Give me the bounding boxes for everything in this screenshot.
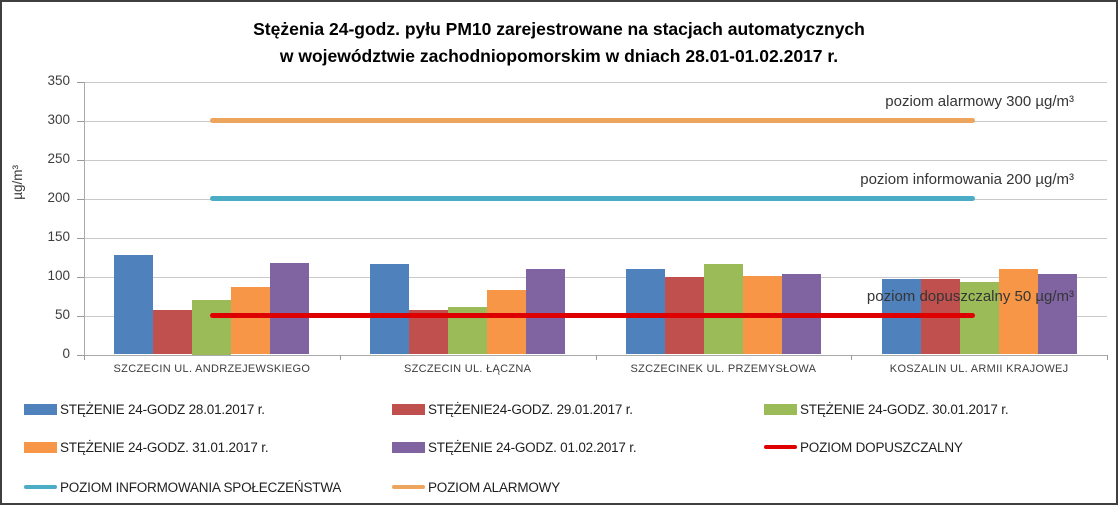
- y-axis-tick: [77, 315, 84, 317]
- y-axis-title: µg/m³: [10, 165, 25, 200]
- gridline: [84, 159, 1107, 161]
- y-axis-tick: [77, 82, 84, 83]
- gridline: [84, 276, 1107, 278]
- ref-line-annotation: poziom alarmowy 300 µg/m³: [885, 92, 1074, 110]
- bar: [231, 286, 271, 355]
- y-tick-label: 50: [54, 306, 70, 322]
- bar: [1037, 274, 1077, 355]
- legend-swatch-bar: [392, 403, 425, 415]
- y-tick-label: 300: [47, 111, 70, 127]
- y-axis-tick: [77, 237, 84, 239]
- x-category-label: KOSZALIN UL. ARMII KRAJOWEJ: [889, 362, 1069, 375]
- x-category-label: SZCZECIN UL. ANDRZEJEWSKIEGO: [113, 362, 311, 375]
- bar: [625, 268, 665, 355]
- bar: [270, 262, 310, 355]
- chart-title-line2: w województwie zachodniopomorskim w dnia…: [279, 46, 839, 66]
- ref-line-annotation: poziom dopuszczalny 50 µg/m³: [866, 287, 1074, 305]
- legend-swatch-line: [24, 485, 57, 489]
- gridline: [84, 237, 1107, 239]
- legend-swatch-bar: [764, 403, 797, 415]
- legend-label: STĘŻENIE 24-GODZ. 01.02.2017 r.: [428, 439, 637, 455]
- chart-title-line1: Stężenia 24-godz. pyłu PM10 zarejestrowa…: [253, 19, 865, 39]
- y-axis-tick: [77, 276, 84, 278]
- bar: [370, 264, 410, 355]
- y-axis-tick: [77, 354, 84, 356]
- x-axis-tick: [851, 354, 853, 360]
- bar: [153, 310, 193, 355]
- x-axis-tick: [84, 354, 85, 360]
- bar: [487, 289, 527, 355]
- legend-label: POZIOM DOPUSZCZALNY: [800, 439, 963, 455]
- bar: [998, 268, 1038, 355]
- y-tick-label: 350: [47, 73, 70, 88]
- y-axis-tick: [77, 120, 84, 122]
- legend-label: POZIOM ALARMOWY: [428, 479, 561, 495]
- ref-line: [210, 313, 975, 319]
- legend-item: POZIOM DOPUSZCZALNY: [764, 437, 963, 457]
- legend-swatch-line: [392, 485, 425, 489]
- y-axis-tick: [77, 198, 84, 200]
- bar: [114, 254, 154, 355]
- y-tick-label: 150: [47, 228, 70, 244]
- chart-title: Stężenia 24-godz. pyłu PM10 zarejestrowa…: [2, 16, 1116, 70]
- legend-swatch-bar: [392, 441, 425, 453]
- x-axis-tick: [339, 354, 341, 360]
- legend-label: STĘŻENIE 24-GODZ 28.01.2017 r.: [60, 401, 265, 417]
- legend-item: STĘŻENIE 24-GODZ 28.01.2017 r.: [24, 399, 265, 419]
- legend-item: STĘŻENIE 24-GODZ. 30.01.2017 r.: [764, 399, 1009, 419]
- bar: [192, 300, 232, 355]
- legend-item: STĘŻENIE 24-GODZ. 31.01.2017 r.: [24, 437, 269, 457]
- legend-label: STĘŻENIE 24-GODZ. 31.01.2017 r.: [60, 439, 269, 455]
- legend-swatch-line: [764, 445, 797, 449]
- ref-line: [210, 118, 975, 124]
- legend-swatch-bar: [24, 441, 57, 453]
- legend-item: POZIOM INFORMOWANIA SPOŁECZEŃSTWA: [24, 477, 341, 497]
- x-category-label: SZCZECIN UL. ŁĄCZNA: [403, 362, 532, 375]
- x-category-label: SZCZECINEK UL. PRZEMYSŁOWA: [630, 362, 817, 375]
- y-tick-label: 0: [62, 345, 70, 361]
- legend-item: POZIOM ALARMOWY: [392, 477, 560, 497]
- legend-item: STĘŻENIE24-GODZ. 29.01.2017 r.: [392, 399, 633, 419]
- legend-label: STĘŻENIE24-GODZ. 29.01.2017 r.: [428, 401, 633, 417]
- legend-label: POZIOM INFORMOWANIA SPOŁECZEŃSTWA: [60, 479, 342, 495]
- bar: [703, 264, 743, 355]
- legend-item: STĘŻENIE 24-GODZ. 01.02.2017 r.: [392, 437, 637, 457]
- bar: [526, 268, 566, 355]
- ref-line-annotation: poziom informowania 200 µg/m³: [860, 170, 1074, 188]
- ref-line: [210, 196, 975, 202]
- y-axis-line: [84, 82, 85, 355]
- legend-label: STĘŻENIE 24-GODZ. 30.01.2017 r.: [800, 401, 1009, 417]
- bar: [959, 282, 999, 355]
- x-axis-tick: [595, 354, 597, 360]
- y-axis-tick: [77, 159, 84, 161]
- x-axis-tick: [1107, 354, 1108, 360]
- y-tick-label: 200: [47, 189, 70, 205]
- y-tick-label: 250: [47, 150, 70, 166]
- legend-swatch-bar: [24, 403, 57, 415]
- y-tick-label: 100: [47, 267, 70, 283]
- gridline: [84, 82, 1107, 83]
